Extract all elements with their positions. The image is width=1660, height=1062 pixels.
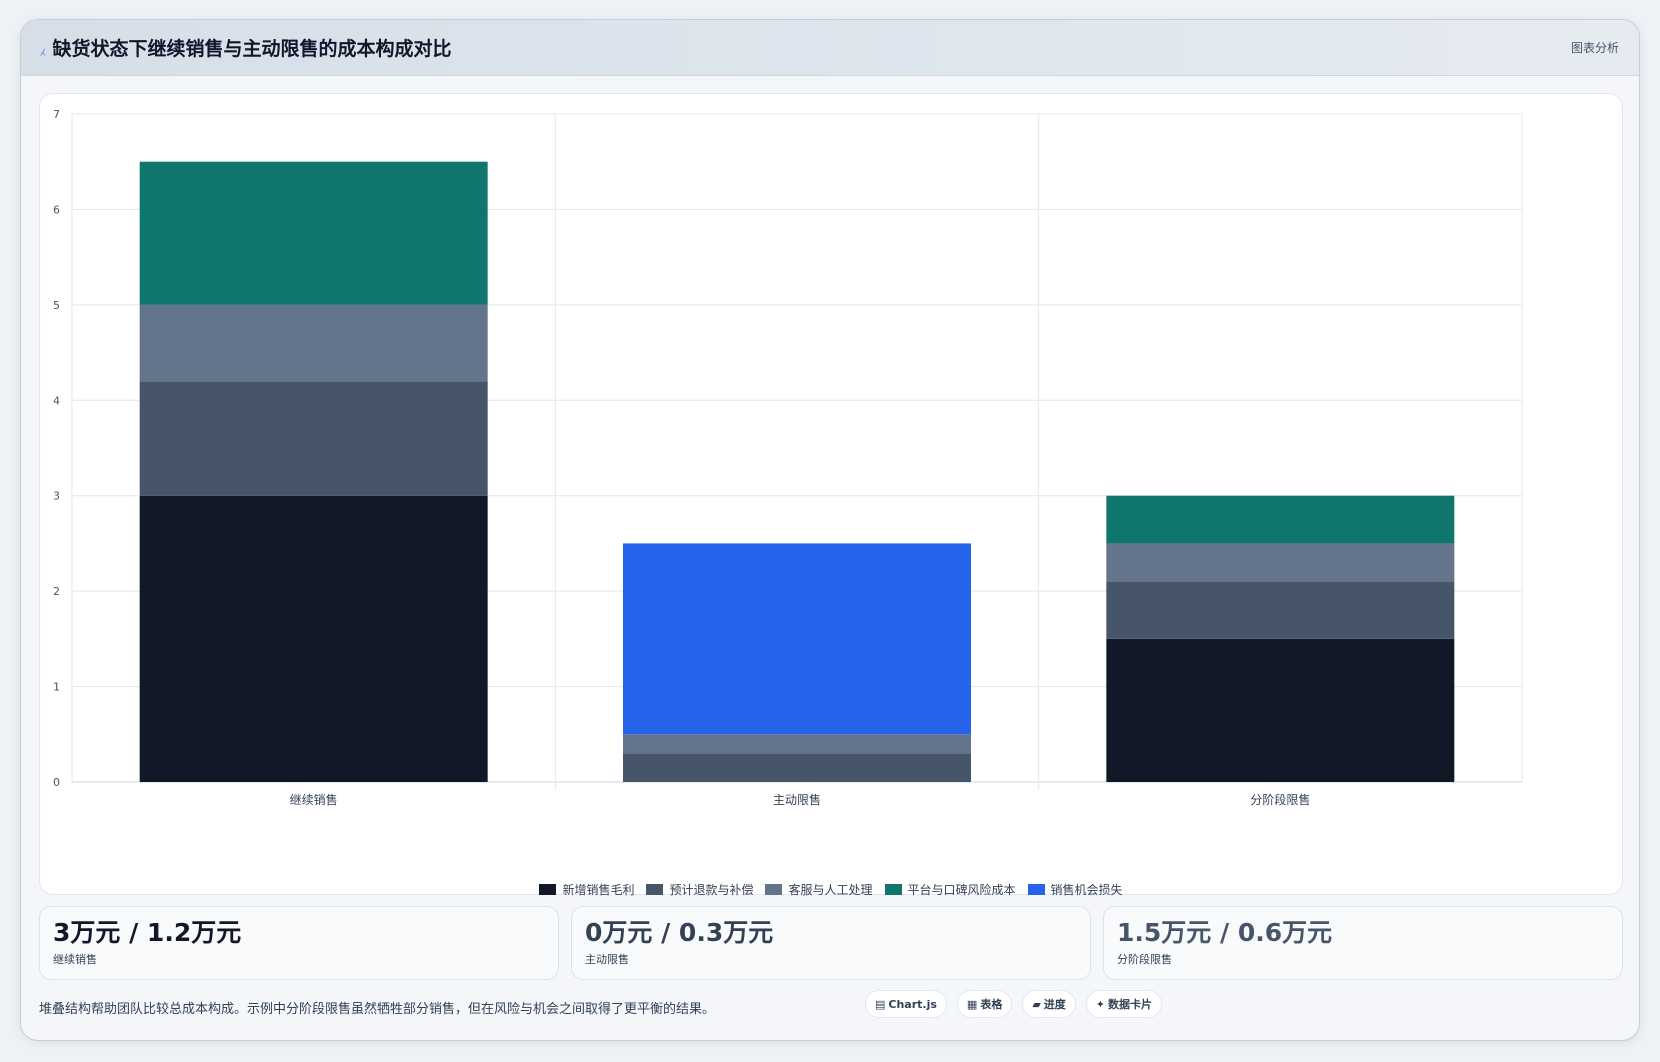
y-tick-label: 5 — [53, 299, 60, 312]
y-tick-label: 2 — [53, 585, 60, 598]
legend-item[interactable]: 销售机会损失 — [1027, 879, 1123, 899]
chart-line-icon: ⁁ — [41, 39, 45, 56]
y-tick-label: 1 — [53, 681, 60, 694]
legend-swatch — [1027, 883, 1045, 895]
y-tick-label: 7 — [53, 108, 60, 121]
stat-label: 继续销售 — [53, 953, 97, 966]
y-tick-label: 6 — [53, 203, 60, 216]
stat-card-restrict: 0万元 / 0.3万元 主动限售 — [571, 906, 1091, 980]
pill-label: 数据卡片 — [1108, 998, 1153, 1011]
legend-label: 新增销售毛利 — [562, 882, 635, 897]
pill-data-cards[interactable]: ✦ 数据卡片 — [1085, 990, 1163, 1018]
bar-segment — [139, 161, 488, 305]
card-header: ⁁ 缺货状态下继续销售与主动限售的成本构成对比 图表分析 — [21, 20, 1639, 76]
bar-segment — [623, 734, 971, 754]
bar-segment — [623, 753, 971, 782]
legend-swatch — [539, 883, 557, 895]
card-footer: 堆叠结构帮助团队比较总成本构成。示例中分阶段限售虽然牺牲部分销售，但在风险与机会… — [39, 982, 1623, 1032]
bar-segment — [1106, 543, 1455, 582]
table-icon: ▦ — [966, 997, 978, 1011]
pill-chartjs[interactable]: ▤ Chart.js — [865, 990, 947, 1018]
stats-row: 3万元 / 1.2万元 继续销售 0万元 / 0.3万元 主动限售 1.5万元 … — [39, 906, 1623, 980]
stat-value: 0万元 / 0.3万元 — [585, 918, 774, 947]
pill-label: Chart.js — [888, 997, 937, 1011]
chart-title: 缺货状态下继续销售与主动限售的成本构成对比 — [52, 38, 452, 60]
stat-label: 主动限售 — [585, 953, 629, 966]
legend-label: 客服与人工处理 — [788, 882, 873, 897]
pill-label: 进度 — [1043, 998, 1066, 1011]
legend-item[interactable]: 客服与人工处理 — [765, 879, 873, 899]
legend-label: 平台与口碑风险成本 — [907, 882, 1016, 897]
pill-table[interactable]: ▦ 表格 — [956, 990, 1013, 1018]
pill-progress[interactable]: ▰ 进度 — [1022, 990, 1076, 1018]
chart-icon: ▤ — [875, 997, 886, 1011]
legend-swatch — [765, 883, 783, 895]
bar-segment — [1106, 495, 1455, 544]
legend-swatch — [646, 883, 664, 895]
x-tick-label: 分阶段限售 — [1250, 792, 1310, 807]
bar-segment — [1106, 581, 1455, 639]
legend-item[interactable]: 平台与口碑风险成本 — [884, 879, 1016, 899]
chart-card: ⁁ 缺货状态下继续销售与主动限售的成本构成对比 图表分析 0 1 2 3 4 5 6 7 继续销… — [20, 19, 1640, 1041]
chart-analysis-label: 图表分析 — [1570, 41, 1619, 55]
footer-note: 堆叠结构帮助团队比较总成本构成。示例中分阶段限售虽然牺牲部分销售，但在风险与机会… — [39, 1001, 716, 1017]
legend-label: 销售机会损失 — [1050, 882, 1123, 897]
legend-swatch — [884, 883, 902, 895]
tag-pills: ▤ Chart.js ▦ 表格 ▰ 进度 ✦ 数据卡片 — [865, 990, 1163, 1018]
legend-item[interactable]: 新增销售毛利 — [539, 879, 634, 899]
stat-card-continue: 3万元 / 1.2万元 继续销售 — [39, 906, 559, 980]
stat-label: 分阶段限售 — [1117, 953, 1172, 966]
pill-label: 表格 — [980, 998, 1003, 1011]
legend-item[interactable]: 预计退款与补偿 — [646, 879, 753, 899]
bar-segment — [623, 543, 971, 735]
stacked-bar-chart: 0 1 2 3 4 5 6 7 继续销售 主动限售 分阶段限售 — [53, 108, 1523, 807]
bar-segment — [139, 495, 488, 782]
y-tick-label: 0 — [53, 776, 60, 789]
y-tick-label: 4 — [53, 394, 60, 407]
progress-icon: ▰ — [1032, 997, 1041, 1011]
x-tick-label: 主动限售 — [773, 792, 821, 807]
chart-legend: 新增销售毛利 预计退款与补偿 客服与人工处理 平台与口碑风险成本 销售机会损失 — [40, 879, 1622, 899]
x-tick-label: 继续销售 — [290, 792, 338, 807]
y-tick-label: 3 — [53, 490, 60, 503]
bar-segment — [1106, 638, 1455, 782]
bar-segment — [139, 381, 488, 496]
sparkle-icon: ✦ — [1095, 997, 1106, 1011]
chart-panel: 0 1 2 3 4 5 6 7 继续销售 主动限售 分阶段限售 新增销售毛利 预计退款与补偿 客服与人工… — [39, 93, 1623, 897]
legend-label: 预计退款与补偿 — [669, 882, 754, 897]
stat-card-phased: 1.5万元 / 0.6万元 分阶段限售 — [1103, 906, 1623, 980]
stat-value: 1.5万元 / 0.6万元 — [1117, 918, 1333, 947]
stat-value: 3万元 / 1.2万元 — [53, 918, 242, 947]
bar-segment — [139, 304, 488, 382]
